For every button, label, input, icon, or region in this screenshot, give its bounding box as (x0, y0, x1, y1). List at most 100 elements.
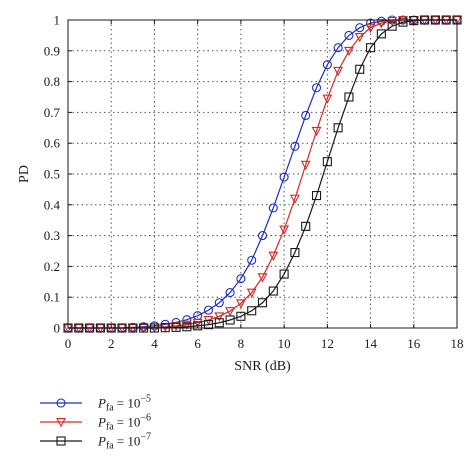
data-point-circle (301, 110, 311, 121)
y-tick-label: 1 (54, 13, 61, 28)
data-point-square (311, 191, 322, 201)
data-point-circle (214, 298, 224, 308)
y-tick-label: 0.3 (44, 228, 60, 243)
data-point-triangle (268, 251, 279, 262)
y-tick-label: 0.5 (44, 167, 60, 182)
y-tick-label: 0.7 (44, 105, 61, 120)
data-point-triangle (333, 66, 344, 77)
y-tick-label: 0.8 (44, 74, 60, 89)
data-point-circle (56, 398, 66, 408)
data-point-triangle (181, 320, 192, 330)
data-point-triangle (214, 312, 225, 322)
x-tick-label: 14 (364, 336, 378, 351)
legend-equals: = 10 (117, 415, 141, 430)
data-point-circle (236, 274, 246, 284)
data-point-circle (247, 255, 257, 265)
data-point-triangle (225, 307, 235, 317)
data-point-square (214, 318, 224, 328)
data-point-square (203, 320, 214, 330)
y-tick-label: 0.2 (44, 259, 60, 274)
data-point-circle (333, 43, 343, 53)
data-point-circle (290, 141, 300, 151)
data-point-square (247, 306, 257, 316)
data-point-square (376, 29, 386, 39)
data-point-triangle (354, 32, 365, 43)
data-point-circle (376, 16, 386, 26)
data-point-square (398, 17, 408, 27)
ticks-layer: 0 2 4 6 8 10 12 14 16 18 0 0.1 0.2 0.3 0.4 0.5 0.6 0.7 0.8… (44, 13, 464, 352)
data-point-square (344, 92, 354, 102)
legend-label: Pfa = 10−6 (97, 413, 151, 433)
x-tick-label: 8 (238, 336, 245, 351)
data-point-triangle (192, 318, 203, 329)
data-point-triangle (279, 225, 290, 235)
data-point-triangle (322, 94, 333, 104)
data-point-square (257, 298, 268, 308)
data-point-square (290, 247, 300, 258)
data-point-square (193, 321, 203, 331)
legend-item: Pfa = 10−7 (40, 432, 151, 452)
data-point-triangle (290, 194, 300, 205)
data-point-square (366, 43, 376, 53)
x-tick-label: 4 (151, 336, 158, 351)
data-point-square (333, 123, 343, 133)
legend-exponent: −6 (140, 413, 151, 424)
series-3 (63, 15, 462, 333)
x-tick-label: 6 (194, 336, 201, 351)
y-tick-label: 0 (54, 321, 61, 336)
x-tick-label: 12 (321, 336, 334, 351)
legend-subscript: fa (106, 441, 114, 452)
data-point-circle (279, 172, 289, 182)
legend-symbol: P (97, 415, 106, 430)
x-tick-label: 10 (278, 336, 291, 351)
data-point-square (355, 64, 365, 74)
data-point-triangle (257, 273, 268, 283)
legend-symbol: P (97, 396, 106, 411)
x-tick-label: 2 (108, 336, 115, 351)
data-point-triangle (171, 321, 181, 332)
series-layer (63, 15, 462, 334)
data-point-triangle (344, 46, 354, 57)
legend-label: Pfa = 10−7 (97, 432, 151, 452)
data-point-square (171, 322, 181, 332)
y-tick-label: 0.9 (44, 43, 60, 58)
legend-item: Pfa = 10−5 (40, 394, 151, 414)
y-axis-label: PD (17, 165, 32, 183)
data-point-circle (322, 60, 332, 70)
data-point-triangle (387, 16, 398, 27)
data-point-square (279, 269, 289, 279)
data-point-circle (203, 305, 214, 315)
data-point-square (322, 157, 332, 167)
data-point-square (409, 16, 419, 26)
data-point-circle (355, 23, 365, 33)
data-point-square (301, 221, 311, 231)
data-point-square (56, 436, 66, 446)
data-point-triangle (56, 418, 66, 428)
legend-equals: = 10 (117, 434, 141, 449)
data-point-triangle (300, 160, 311, 171)
data-point-triangle (235, 299, 246, 309)
x-axis-label: SNR (dB) (234, 359, 291, 374)
legend-symbol: P (97, 434, 106, 449)
data-point-square (225, 315, 235, 325)
data-point-square (387, 21, 397, 31)
legend-equals: = 10 (117, 396, 141, 411)
x-tick-label: 0 (65, 336, 72, 351)
grid-layer (68, 20, 457, 328)
y-tick-label: 0.6 (44, 136, 61, 151)
legend-exponent: −5 (140, 394, 151, 405)
data-point-square (268, 286, 278, 296)
data-point-circle (311, 83, 322, 93)
x-tick-label: 16 (407, 336, 421, 351)
data-point-triangle (311, 126, 322, 137)
data-point-square (236, 311, 246, 321)
data-point-circle (344, 30, 354, 40)
data-point-triangle (246, 288, 257, 298)
data-point-circle (257, 231, 268, 241)
data-point-circle (268, 203, 278, 213)
data-point-circle (182, 315, 192, 325)
x-tick-label: 18 (451, 336, 464, 351)
legend-subscript: fa (106, 403, 114, 414)
